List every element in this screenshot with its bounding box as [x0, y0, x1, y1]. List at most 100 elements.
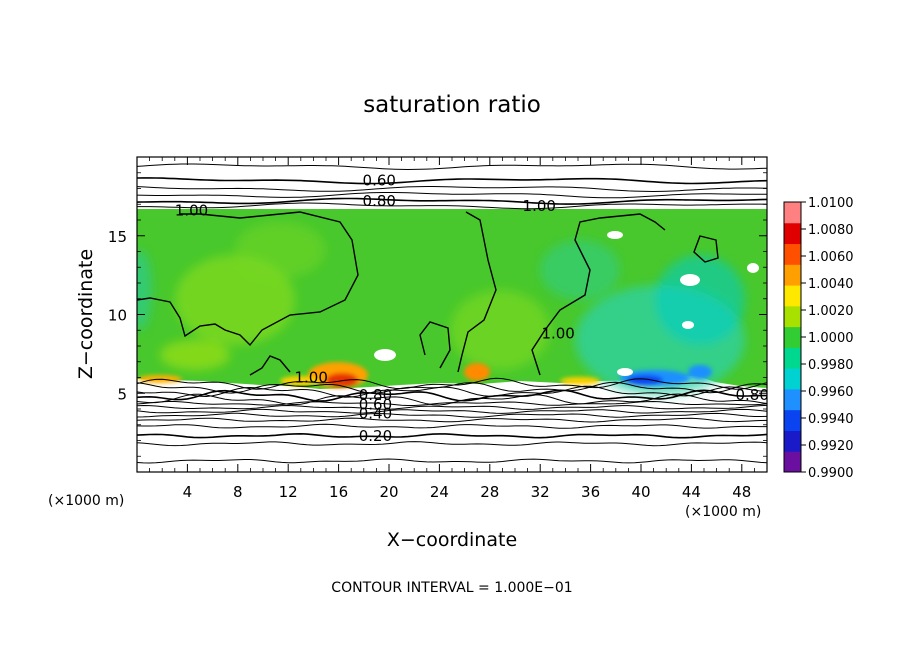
y-tick-label: 5 [117, 385, 127, 403]
contour-lines [137, 163, 767, 464]
field-hole [682, 321, 694, 329]
colorbar-label: 0.9960 [808, 385, 854, 400]
contour-line [457, 211, 497, 373]
contour-line [137, 186, 767, 193]
x-unit-right: (×1000 m) [685, 504, 761, 520]
field-patch [326, 373, 358, 387]
x-tick-label: 12 [279, 483, 298, 501]
contour-label: 0.80 [359, 386, 392, 404]
y-tick-label: 15 [108, 228, 127, 246]
x-tick-label: 40 [631, 483, 650, 501]
contour-line [137, 432, 767, 439]
contour-label: 0.60 [363, 172, 396, 190]
field-patch [160, 340, 230, 370]
x-tick-label: 24 [430, 483, 449, 501]
y-axis: 5 10 15 [108, 172, 767, 457]
contour-label: 0.40 [359, 405, 392, 423]
contour-label: 0.80 [736, 386, 769, 404]
x-tick-label: 8 [233, 483, 243, 501]
contour-line [137, 381, 767, 394]
contour-line [419, 321, 451, 369]
field-hole [374, 349, 396, 361]
x-tick-label: 20 [379, 483, 398, 501]
field-patch [540, 240, 620, 300]
colorbar-label: 1.0000 [808, 331, 854, 346]
contour-line [693, 235, 719, 263]
contour-line [137, 408, 767, 414]
contour-label: 1.00 [175, 202, 208, 220]
contour-line [137, 192, 767, 199]
contour-line [137, 404, 767, 410]
contour-label: 1.00 [295, 369, 328, 387]
contour-line [137, 441, 767, 447]
contour-line [137, 417, 767, 423]
contour-labels: 0.600.801.00 1.001.001.000.800.600.400.20… [175, 172, 769, 445]
field-hole [680, 274, 700, 286]
contour-label: 0.60 [359, 395, 392, 413]
colorbar-segment [784, 264, 801, 286]
colorbar-label: 0.9920 [808, 439, 854, 454]
colorbar-segment [784, 285, 801, 307]
colorbar-segment [784, 305, 801, 328]
contour-line [137, 458, 767, 464]
contour-line [531, 213, 666, 376]
colorbar-label: 0.9900 [808, 466, 854, 481]
colorbar-label: 1.0020 [808, 304, 854, 319]
contour-label: 0.20 [359, 427, 392, 445]
contour-line [137, 202, 767, 210]
contour-interval-note: CONTOUR INTERVAL = 1.000E−01 [331, 580, 572, 596]
x-unit-left: (×1000 m) [48, 493, 124, 509]
field-patch [235, 222, 325, 278]
colorbar: 1.0100 1.0080 1.0060 1.0040 1.0020 1.0000 0.99… [783, 196, 854, 481]
field-hole [617, 368, 633, 376]
contour-label: 0.80 [363, 192, 396, 210]
field-patch [655, 255, 745, 345]
colorbar-label: 0.9940 [808, 412, 854, 427]
contour-label: 1.00 [541, 324, 574, 342]
x-axis-label: X−coordinate [387, 529, 517, 551]
colorbar-segment [784, 368, 801, 390]
colorbar-label: 1.0100 [808, 196, 854, 211]
x-tick-label: 4 [183, 483, 193, 501]
field-patch [560, 377, 600, 385]
colorbar-segment [784, 222, 801, 245]
contour-line [137, 389, 767, 402]
y-axis-label: Z−coordinate [75, 249, 97, 379]
colorbar-segment [784, 451, 801, 473]
x-tick-label: 28 [480, 483, 499, 501]
chart-title: saturation ratio [363, 92, 541, 118]
colorbar-label: 0.9980 [808, 358, 854, 373]
colorbar-label: 1.0080 [808, 223, 854, 238]
contour-line [137, 400, 767, 406]
contour-line [137, 211, 359, 347]
colorbar-segment [784, 202, 801, 224]
contour-line [249, 355, 291, 376]
saturation-field [137, 209, 767, 395]
field-patch [627, 375, 663, 385]
colorbar-segment [784, 430, 801, 452]
colorbar-label: 1.0060 [808, 250, 854, 265]
field-patch [280, 376, 320, 386]
field-hole [607, 231, 623, 239]
contour-line [137, 163, 767, 171]
x-axis: 4 8 12 16 20 24 28 32 36 40 44 48 [149, 157, 755, 501]
x-tick-label: 32 [531, 483, 550, 501]
contour-line [137, 423, 767, 429]
field-hole [747, 263, 759, 273]
colorbar-segment [784, 243, 801, 265]
field-patch [137, 250, 152, 330]
contour-line [137, 197, 767, 205]
field-patch [175, 255, 295, 345]
colorbar-label: 1.0040 [808, 277, 854, 292]
x-tick-label: 48 [732, 483, 751, 501]
field-patch [464, 363, 490, 381]
x-tick-label: 16 [329, 483, 348, 501]
colorbar-segment [784, 326, 801, 348]
contour-label: 1.00 [523, 197, 556, 215]
colorbar-segment [784, 409, 801, 431]
y-tick-label: 10 [108, 307, 127, 325]
field-patch [450, 290, 550, 370]
field-patch [688, 365, 712, 379]
colorbar-segment [784, 347, 801, 369]
